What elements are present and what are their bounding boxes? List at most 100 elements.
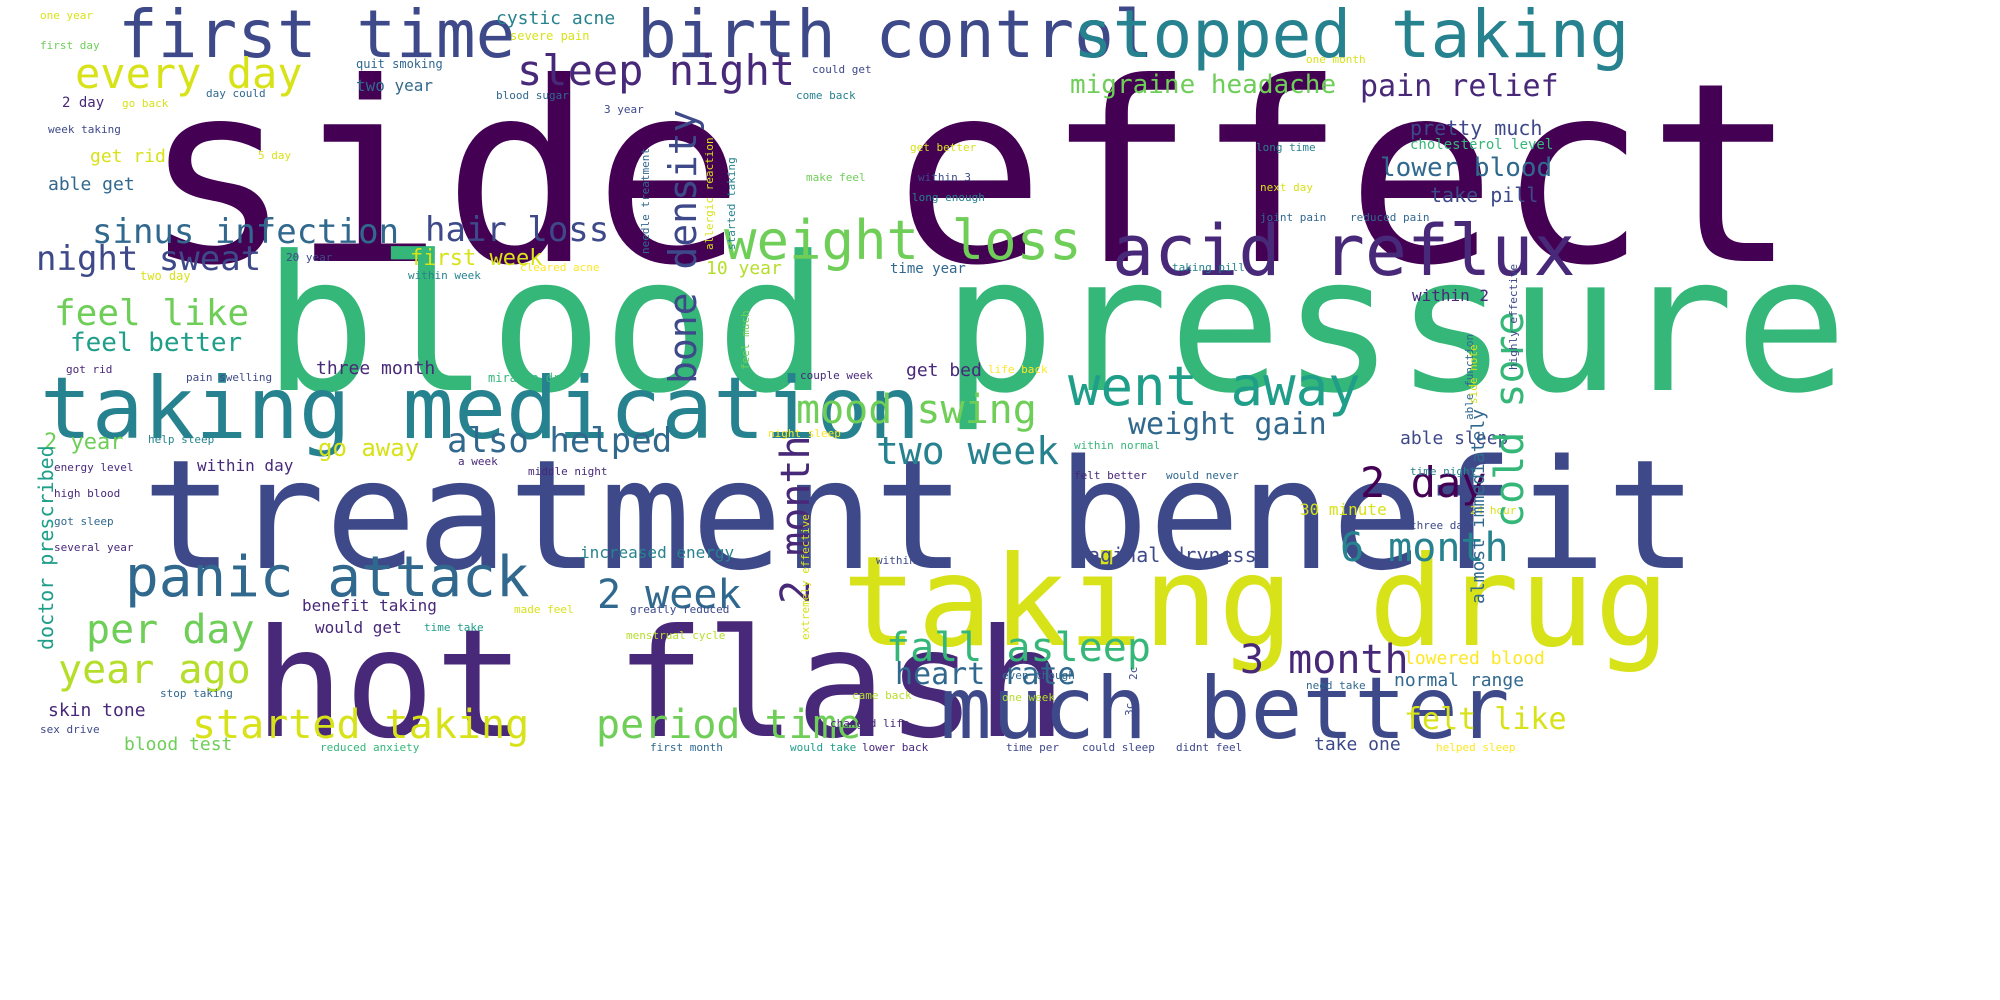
word: menstrual cycle bbox=[626, 629, 726, 642]
word: 30 minute bbox=[1300, 500, 1387, 519]
word: help sleep bbox=[148, 433, 215, 446]
word: got rid bbox=[66, 363, 113, 376]
word: time year bbox=[890, 261, 966, 277]
word: 3 month bbox=[1240, 637, 1409, 683]
word: made feel bbox=[514, 603, 574, 616]
word: side note bbox=[1467, 344, 1480, 404]
word: two week bbox=[876, 429, 1060, 473]
word: taking drug bbox=[842, 530, 1670, 675]
word: blood sugar bbox=[496, 89, 569, 102]
word: 2 week bbox=[597, 572, 742, 618]
word: panic attack bbox=[125, 545, 530, 610]
word: could sleep bbox=[1082, 741, 1155, 754]
word: 5 day bbox=[258, 149, 292, 162]
word: mood swing bbox=[796, 387, 1037, 433]
word: 10 year bbox=[706, 258, 782, 279]
word: cholesterol level bbox=[1410, 137, 1554, 153]
word: feel like bbox=[54, 293, 250, 334]
word: went away bbox=[1068, 355, 1361, 418]
word: take pill bbox=[1430, 183, 1539, 207]
word: get bed bbox=[906, 360, 982, 381]
word: pretty much bbox=[1410, 116, 1543, 140]
word: blood test bbox=[124, 734, 233, 755]
word: three month bbox=[316, 358, 436, 379]
word: get rid bbox=[90, 146, 166, 167]
word: 2 year bbox=[44, 430, 124, 455]
word: 3c bbox=[1123, 702, 1136, 716]
word: started taking bbox=[192, 702, 530, 748]
word: feel much bbox=[739, 310, 752, 370]
word: high blood bbox=[54, 487, 121, 500]
word: within week bbox=[408, 269, 481, 282]
word: within normal bbox=[1074, 439, 1161, 452]
word: blood pressure bbox=[263, 216, 1848, 435]
word: treatment benefit bbox=[142, 427, 1698, 604]
word: go away bbox=[318, 434, 420, 462]
word: hot flash bbox=[254, 598, 1067, 772]
word: three day bbox=[1410, 519, 1470, 532]
word: pain relief bbox=[1360, 69, 1559, 104]
word: would take bbox=[790, 741, 857, 754]
word: stop taking bbox=[160, 687, 233, 700]
word: birth control bbox=[637, 0, 1154, 73]
word: every day bbox=[75, 49, 303, 98]
word: would never bbox=[1166, 469, 1239, 482]
word: able get bbox=[48, 174, 135, 195]
word: first week bbox=[410, 246, 543, 271]
word: even though bbox=[1002, 669, 1075, 682]
word: side effect bbox=[142, 29, 1798, 320]
word: helped sleep bbox=[1436, 741, 1516, 754]
word: next day bbox=[1260, 181, 1313, 194]
word: year ago bbox=[58, 647, 251, 693]
word: 2 day bbox=[62, 95, 105, 111]
word: extremely effective bbox=[799, 514, 812, 640]
word: time per bbox=[1006, 741, 1059, 754]
word: get better bbox=[910, 141, 977, 154]
word: 24 hour bbox=[1470, 504, 1517, 517]
word: increased energy bbox=[580, 543, 735, 562]
word: 3 year bbox=[604, 103, 644, 116]
word: doctor prescribed bbox=[34, 445, 58, 650]
word: per day bbox=[86, 607, 255, 653]
word: taking medication bbox=[40, 359, 921, 459]
word: first time bbox=[118, 0, 516, 73]
word: started taking bbox=[725, 157, 738, 250]
word: two day bbox=[140, 269, 191, 283]
word: a week bbox=[458, 455, 498, 468]
word: first month bbox=[650, 741, 723, 754]
word: several year bbox=[54, 541, 134, 554]
word: two year bbox=[356, 76, 434, 95]
word: allergic reaction bbox=[703, 137, 716, 250]
word: make feel bbox=[806, 171, 866, 184]
word: one year bbox=[40, 9, 93, 22]
word: night sweat bbox=[36, 239, 262, 279]
word: long enough bbox=[912, 191, 985, 204]
word: didnt feel bbox=[1176, 741, 1243, 754]
word: heart rate bbox=[895, 657, 1076, 692]
word: within hour bbox=[876, 554, 949, 567]
word: felt like bbox=[1404, 702, 1567, 737]
word: one month bbox=[1306, 53, 1366, 66]
word: changed life bbox=[830, 717, 910, 730]
word: weight loss bbox=[724, 209, 1082, 272]
word: couple week bbox=[800, 369, 873, 382]
word: almost immediately bbox=[1468, 408, 1489, 604]
word: migraine headache bbox=[1070, 70, 1337, 100]
word: one week bbox=[1002, 691, 1055, 704]
word: life back bbox=[988, 363, 1048, 376]
word: joint pain bbox=[1260, 211, 1327, 224]
word: miracle drug bbox=[488, 371, 575, 385]
word: much better bbox=[940, 659, 1510, 759]
word: came back bbox=[852, 689, 912, 702]
word: needle treatment bbox=[639, 148, 652, 254]
word: reduced pain bbox=[1350, 211, 1430, 224]
word: able sleep bbox=[1400, 428, 1509, 449]
word: highly effective bbox=[1507, 264, 1520, 370]
word: cleared acne bbox=[520, 261, 600, 274]
word: fall asleep bbox=[886, 625, 1151, 671]
word: day could bbox=[206, 87, 266, 100]
word: 20 year bbox=[286, 251, 333, 264]
word: skin tone bbox=[48, 700, 146, 721]
word: could get bbox=[812, 63, 872, 76]
